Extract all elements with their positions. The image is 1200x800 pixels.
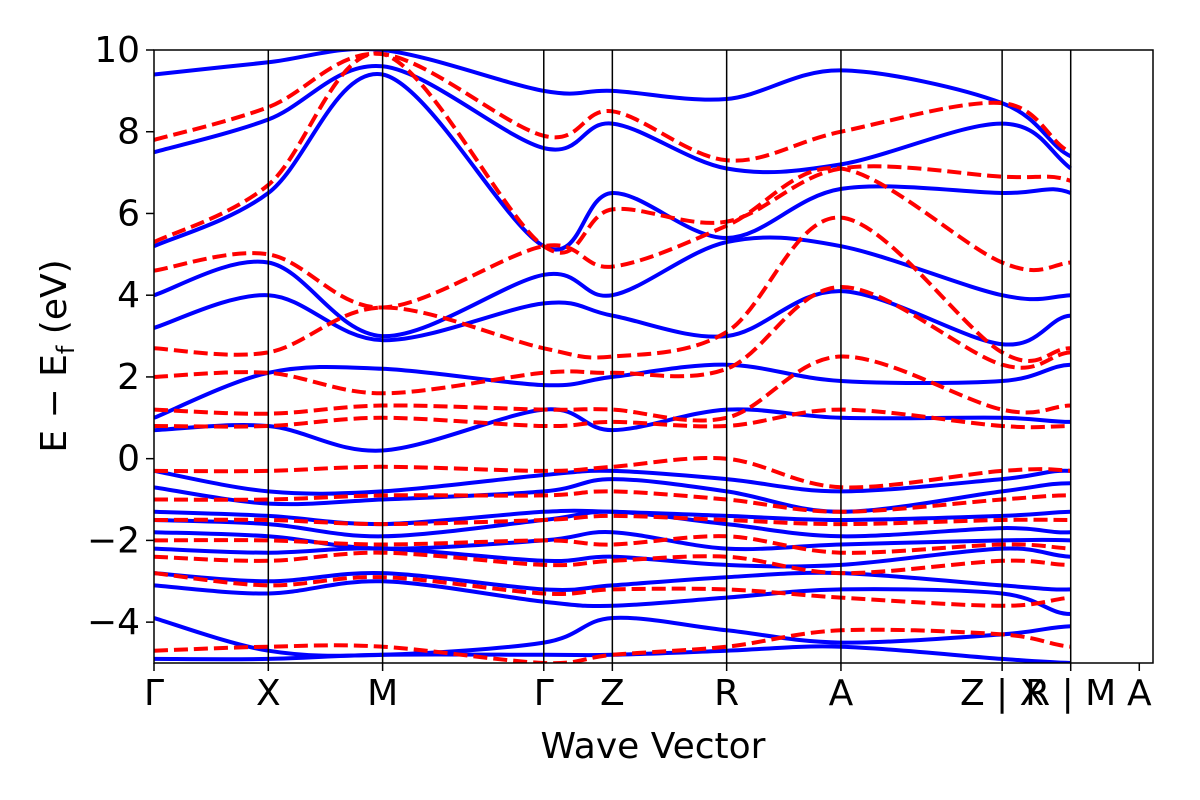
reference-band-line [154,456,1071,490]
y-axis-label-unit: (eV) [34,259,75,345]
y-tick-label: 6 [117,193,140,234]
y-tick-label: 2 [117,357,140,398]
high-symmetry-lines [267,50,1072,663]
x-tick-label: R [714,673,739,714]
reference-band-line [154,215,1071,363]
y-axis-label-main: E − E [34,354,75,453]
y-axis-ticks: −4 −2 0 2 4 6 8 10 [87,30,154,643]
y-tick-label: 10 [94,30,140,71]
plot-frame [153,49,1154,664]
x-tick-label: Z | X [960,673,1044,714]
reference-band-line [154,284,1071,396]
x-tick-label: M [367,673,398,714]
y-tick-label: −2 [87,520,140,561]
x-axis-ticks: Γ X M Γ Z R A Z | XR | M A [144,663,1152,714]
reference-band-line [154,489,1071,514]
x-tick-label: R | M [1025,673,1116,714]
y-tick-label: 8 [117,112,140,153]
x-tick-label: X [256,673,281,714]
y-axis-label: E − Ef (eV) [34,259,80,452]
reference-band-line [154,550,1071,576]
reference-band-line [154,534,1071,555]
y-tick-label: 0 [117,439,140,480]
reference-band-line [154,354,1071,423]
x-tick-label: Γ [534,673,554,714]
reference-band-line [154,51,1072,255]
y-tick-label: −4 [87,602,140,643]
dft-band-line [154,72,1072,252]
x-tick-label: Z [600,673,625,714]
y-tick-label: 4 [117,275,140,316]
reference-band-line [154,513,1071,527]
dft-band-line [154,235,1071,339]
reference-band-line [154,407,1071,430]
y-axis-label-subscript: f [52,345,80,354]
x-axis-label: Wave Vector [541,726,766,767]
x-tick-label: A [829,673,854,714]
x-tick-label: A [1127,673,1152,714]
x-tick-label: Γ [144,673,164,714]
